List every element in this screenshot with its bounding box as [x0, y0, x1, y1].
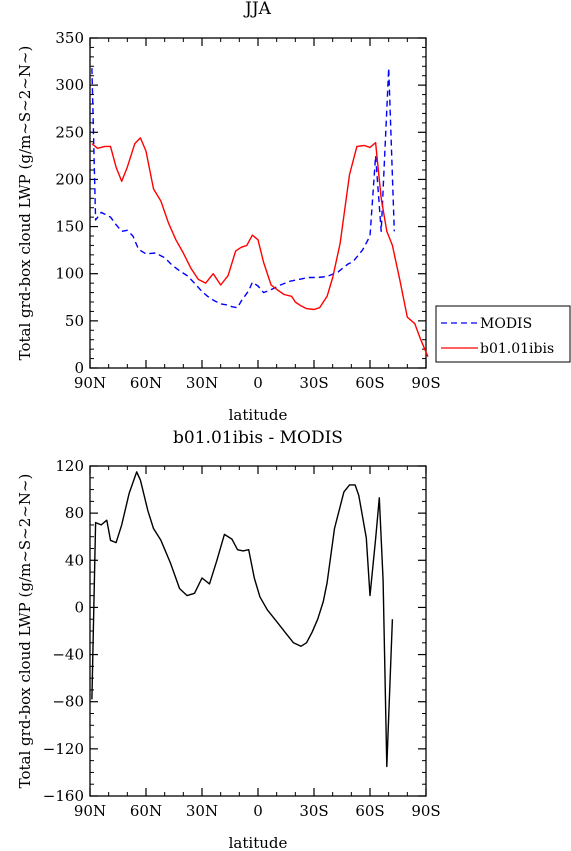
top-y-axis-label: Total grd-box cloud LWP (g/m~S~2~N~): [16, 46, 34, 361]
y-tick-label: −40: [52, 646, 84, 664]
legend-label-b0101ibis: b01.01ibis: [480, 341, 554, 357]
x-tick-label: 30N: [186, 802, 218, 820]
x-tick-label: 0: [253, 802, 263, 820]
y-tick-label: 150: [55, 218, 84, 236]
y-tick-label: 250: [55, 123, 84, 141]
bottom-x-axis-label: latitude: [229, 834, 288, 851]
bottom-axis-ticks: 90N 60N 30N 0 30S 60S 90S −160 −120 −80 −40 0 40 80 12…: [43, 457, 441, 820]
y-tick-label: 0: [74, 359, 84, 377]
y-tick-label: 100: [55, 265, 84, 283]
b01-01ibis-series-line: [91, 137, 429, 357]
x-tick-label: 30N: [186, 374, 218, 392]
top-plot-frame: [89, 37, 427, 369]
x-tick-label: 90N: [74, 802, 106, 820]
y-tick-label: 40: [65, 551, 84, 569]
y-tick-label: 300: [55, 76, 84, 94]
y-tick-label: −80: [52, 693, 84, 711]
legend-label-modis: MODIS: [480, 316, 532, 332]
bottom-y-axis-label: Total grd-box cloud LWP (g/m~S~2~N~): [16, 474, 34, 789]
y-tick-label: 50: [65, 312, 84, 330]
bottom-panel: b01.01ibis - MODIS 90N 60N 30N 0 30S 60S 90S −1…: [16, 428, 441, 851]
legend-box: [435, 305, 571, 363]
x-tick-label: 30S: [299, 802, 328, 820]
top-chart-title: JJA: [243, 0, 272, 19]
top-panel: JJA 90N 60N 30N 0 30S 60S 90S 0 50 100 150 200 250 30…: [16, 0, 441, 424]
y-tick-label: 0: [74, 598, 84, 616]
y-tick-label: 350: [55, 29, 84, 47]
legend: MODIS b01.01ibis: [435, 305, 571, 363]
top-x-axis-label: latitude: [229, 406, 288, 424]
x-tick-label: 90S: [411, 802, 440, 820]
bottom-series-lines: [91, 471, 394, 768]
x-tick-label: 90S: [411, 374, 440, 392]
difference-series-line: [91, 471, 394, 768]
top-series-lines: [91, 67, 429, 357]
y-tick-label: 120: [55, 457, 84, 475]
bottom-chart-title: b01.01ibis - MODIS: [173, 428, 343, 448]
x-tick-label: 60S: [355, 374, 384, 392]
y-tick-label: −160: [43, 787, 84, 805]
x-tick-label: 30S: [299, 374, 328, 392]
x-tick-label: 60N: [130, 802, 162, 820]
top-axis-ticks: 90N 60N 30N 0 30S 60S 90S 0 50 100 150 200 250 300 350: [55, 29, 440, 392]
x-tick-label: 90N: [74, 374, 106, 392]
x-tick-label: 60S: [355, 802, 384, 820]
y-tick-label: 200: [55, 170, 84, 188]
y-tick-label: 80: [65, 504, 84, 522]
bottom-plot-frame: [89, 465, 427, 797]
x-tick-label: 60N: [130, 374, 162, 392]
modis-series-line: [91, 67, 395, 309]
y-tick-label: −120: [43, 740, 84, 758]
x-tick-label: 0: [253, 374, 263, 392]
